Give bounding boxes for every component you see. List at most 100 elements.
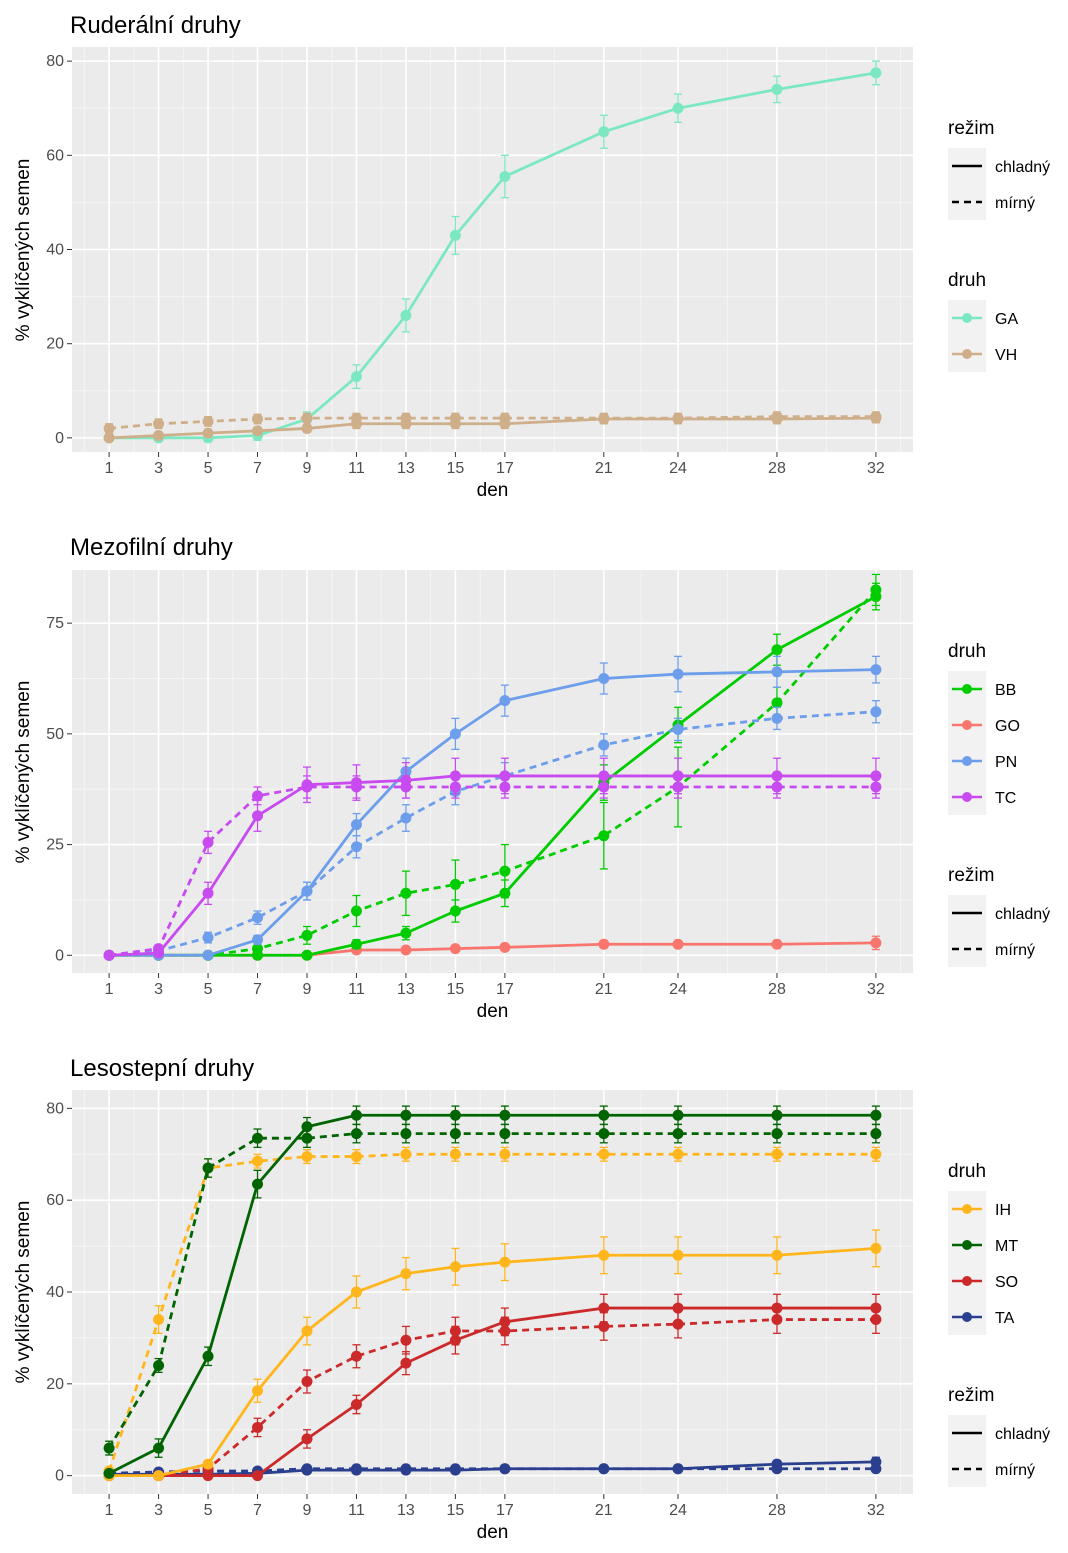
data-point bbox=[400, 1148, 412, 1160]
data-point bbox=[153, 1359, 165, 1371]
data-point bbox=[400, 1357, 412, 1369]
x-tick-label: 11 bbox=[348, 1502, 365, 1519]
x-tick-label: 11 bbox=[348, 460, 365, 477]
data-point bbox=[252, 810, 264, 822]
legend-label: TC bbox=[995, 790, 1016, 807]
data-point bbox=[598, 1463, 610, 1475]
data-point bbox=[598, 673, 610, 684]
data-point bbox=[202, 1458, 214, 1470]
data-point bbox=[252, 934, 264, 946]
data-point bbox=[350, 1286, 362, 1298]
data-point bbox=[350, 1109, 362, 1121]
data-point bbox=[400, 1109, 412, 1121]
data-point bbox=[153, 1314, 165, 1326]
y-tick-label: 80 bbox=[46, 53, 64, 70]
data-point bbox=[400, 418, 412, 430]
data-point bbox=[252, 413, 264, 425]
data-point bbox=[350, 1151, 362, 1163]
legend-label: mírný bbox=[995, 942, 1035, 959]
data-point bbox=[771, 712, 783, 724]
x-tick-label: 11 bbox=[348, 981, 365, 998]
legend-key-point bbox=[962, 756, 972, 766]
data-point bbox=[202, 887, 214, 899]
data-point bbox=[870, 1456, 882, 1468]
data-point bbox=[870, 781, 882, 793]
data-point bbox=[350, 1128, 362, 1140]
legend-key-point bbox=[962, 720, 972, 730]
legend-label: chladný bbox=[995, 1426, 1050, 1443]
legend-key-background bbox=[948, 1415, 986, 1487]
data-point bbox=[598, 413, 610, 425]
data-point bbox=[400, 812, 412, 824]
x-tick-label: 17 bbox=[496, 460, 514, 477]
x-tick-label: 1 bbox=[105, 460, 114, 477]
legend-key-point bbox=[962, 1276, 972, 1286]
x-tick-label: 24 bbox=[669, 460, 687, 477]
data-point bbox=[202, 427, 214, 439]
data-point bbox=[400, 1334, 412, 1346]
x-tick-label: 17 bbox=[496, 981, 514, 998]
data-point bbox=[153, 430, 165, 442]
x-tick-label: 28 bbox=[768, 1502, 786, 1519]
legend-rezim: režim chladný mírný bbox=[948, 865, 1050, 967]
y-tick-label: 60 bbox=[46, 147, 64, 164]
data-point bbox=[672, 1148, 684, 1160]
data-point bbox=[672, 938, 684, 950]
data-point bbox=[499, 695, 511, 707]
data-point bbox=[252, 943, 264, 955]
legend-title: druh bbox=[948, 641, 986, 662]
x-tick-label: 28 bbox=[768, 460, 786, 477]
x-tick-label: 15 bbox=[446, 460, 464, 477]
x-tick-label: 32 bbox=[867, 1502, 885, 1519]
legend-key-background bbox=[948, 895, 986, 967]
data-point bbox=[771, 938, 783, 950]
data-point bbox=[499, 1128, 511, 1140]
plot-background bbox=[72, 570, 913, 973]
x-tick-label: 7 bbox=[253, 460, 262, 477]
x-tick-label: 5 bbox=[204, 981, 213, 998]
data-point bbox=[870, 706, 882, 718]
legend-key-background bbox=[948, 671, 986, 815]
x-tick-label: 9 bbox=[303, 981, 312, 998]
legend-druh: druh GA VH bbox=[948, 270, 1018, 372]
x-axis-title: den bbox=[477, 1001, 509, 1022]
legend-rezim: režim chladný mírný bbox=[948, 118, 1050, 220]
data-point bbox=[870, 937, 882, 949]
data-point bbox=[252, 1385, 264, 1397]
data-point bbox=[350, 938, 362, 950]
x-tick-label: 1 bbox=[105, 1502, 114, 1519]
data-point bbox=[400, 887, 412, 899]
data-point bbox=[598, 1148, 610, 1160]
data-point bbox=[598, 126, 610, 138]
data-point bbox=[252, 1421, 264, 1433]
legend-key-point bbox=[962, 1240, 972, 1250]
data-point bbox=[598, 1302, 610, 1314]
y-tick-label: 40 bbox=[46, 1284, 64, 1301]
y-axis-title: % vyklíčených semen bbox=[13, 159, 34, 342]
legend-label: MT bbox=[995, 1238, 1018, 1255]
data-point bbox=[400, 944, 412, 956]
series-MT-mirny bbox=[103, 1123, 882, 1456]
data-point bbox=[672, 102, 684, 114]
legend-label: GA bbox=[995, 311, 1018, 328]
data-point bbox=[301, 949, 313, 961]
data-point bbox=[350, 1398, 362, 1410]
legend-label: mírný bbox=[995, 1462, 1035, 1479]
legend-title: druh bbox=[948, 1161, 986, 1182]
data-point bbox=[771, 1249, 783, 1261]
data-point bbox=[672, 1318, 684, 1330]
legend-title: režim bbox=[948, 865, 994, 886]
y-tick-label: 20 bbox=[46, 1376, 64, 1393]
data-point bbox=[400, 1268, 412, 1280]
x-tick-label: 24 bbox=[669, 981, 687, 998]
legend-druh: druh IH MT SO TA bbox=[948, 1161, 1018, 1335]
data-point bbox=[870, 1148, 882, 1160]
x-tick-label: 1 bbox=[105, 981, 114, 998]
data-point bbox=[202, 1162, 214, 1174]
panel-title: Mezofilní druhy bbox=[70, 534, 233, 561]
x-tick-label: 13 bbox=[397, 1502, 415, 1519]
data-point bbox=[598, 739, 610, 751]
x-tick-label: 21 bbox=[595, 981, 613, 998]
